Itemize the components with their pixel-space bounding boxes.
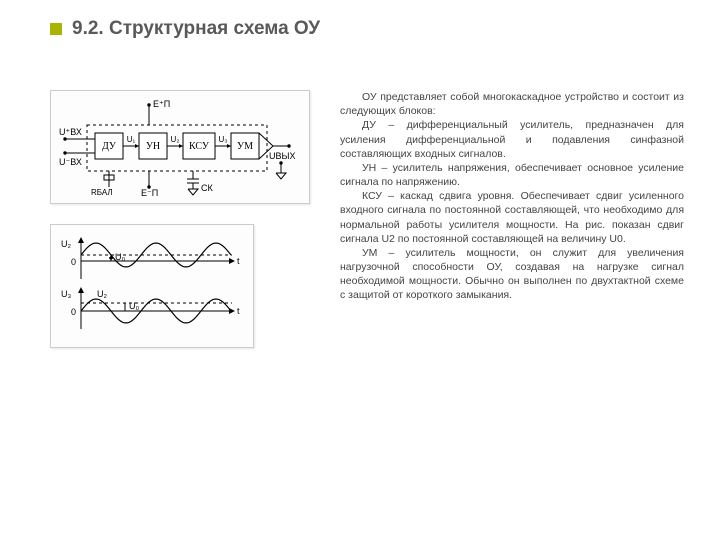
svg-text:U₂: U₂	[97, 289, 107, 299]
page-title: 9.2. Структурная схема ОУ	[72, 18, 320, 40]
svg-text:E⁻П: E⁻П	[141, 188, 158, 197]
svg-text:RБАЛ: RБАЛ	[91, 188, 113, 197]
content-columns: E⁺ПRБАЛE⁻ПCКU⁺ВХU⁻ВХДУУНU₁КСУU₂УМU₃UВЫХ …	[50, 90, 684, 368]
svg-text:УН: УН	[146, 141, 160, 152]
svg-text:U₃: U₃	[61, 289, 71, 299]
wave-diagram-figure: t0U₂U₀t0U₃U₂U₀	[50, 224, 254, 348]
svg-text:КСУ: КСУ	[189, 141, 210, 152]
svg-text:ДУ: ДУ	[102, 141, 117, 152]
svg-text:E⁺П: E⁺П	[153, 99, 170, 109]
svg-text:U₀: U₀	[115, 252, 125, 262]
paragraph: УН – усилитель напряжения, обеспечивает …	[340, 161, 684, 189]
svg-text:UВЫХ: UВЫХ	[269, 151, 295, 161]
paragraph: ДУ – дифференциальный усилитель, предназ…	[340, 118, 684, 161]
paragraph: УМ – усилитель мощности, он служит для у…	[340, 246, 684, 303]
svg-text:U₂: U₂	[61, 239, 71, 249]
title-bullet-icon	[50, 23, 62, 35]
figures-column: E⁺ПRБАЛE⁻ПCКU⁺ВХU⁻ВХДУУНU₁КСУU₂УМU₃UВЫХ …	[50, 90, 310, 368]
paragraph: ОУ представляет собой многокаскадное уст…	[340, 90, 684, 118]
block-diagram-figure: E⁺П RБАЛ E⁻П CК U⁺ВХ U⁻ВХ ДУ УН U₁ КСУ U₂ УМ U₃ UВЫХ	[50, 90, 310, 204]
svg-text:U₁: U₁	[127, 135, 136, 144]
svg-text:U₂: U₂	[171, 135, 180, 144]
title-row: 9.2. Структурная схема ОУ	[50, 18, 684, 40]
svg-text:U₀: U₀	[129, 301, 139, 311]
svg-text:U₃: U₃	[218, 135, 227, 144]
paragraph: КСУ – каскад сдвига уровня. Обеспечивает…	[340, 189, 684, 246]
wave-diagram-svg: t0U₂U₀t0U₃U₂U₀	[57, 231, 247, 341]
svg-text:0: 0	[71, 257, 76, 267]
svg-text:0: 0	[71, 307, 76, 317]
svg-text:t: t	[237, 306, 240, 316]
svg-text:t: t	[237, 256, 240, 266]
text-column: ОУ представляет собой многокаскадное уст…	[340, 90, 684, 303]
svg-text:U⁻ВХ: U⁻ВХ	[59, 157, 82, 167]
svg-text:CК: CК	[201, 183, 213, 193]
svg-text:U⁺ВХ: U⁺ВХ	[59, 127, 82, 137]
block-diagram-svg: E⁺П RБАЛ E⁻П CК U⁺ВХ U⁻ВХ ДУ УН U₁ КСУ U₂ УМ U₃ UВЫХ	[57, 97, 297, 197]
svg-text:УМ: УМ	[237, 141, 253, 152]
